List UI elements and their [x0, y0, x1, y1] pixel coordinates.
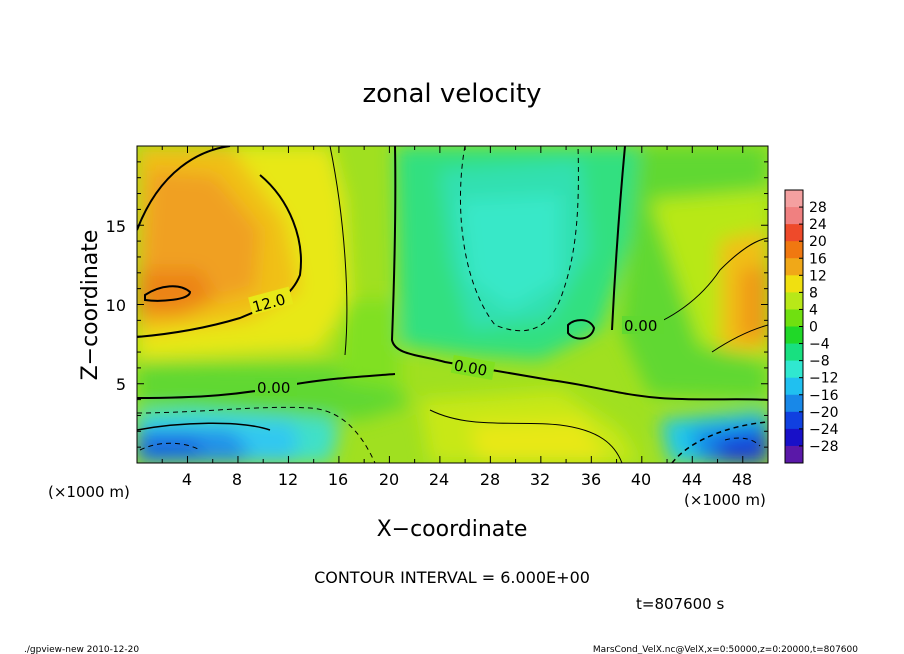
x-tick-label: 40 [631, 470, 651, 489]
colorbar-segment [785, 207, 803, 225]
colorbar-label: 16 [809, 251, 827, 267]
footer-left: ./gpview-new 2010-12-20 [24, 645, 139, 654]
x-tick-label: 20 [379, 470, 399, 489]
contour-label-0-left: 0.00 [257, 379, 290, 397]
colorbar-label: −4 [809, 337, 830, 353]
x-tick-label: 48 [732, 470, 752, 489]
y-tick-labels: 5 10 15 [106, 217, 126, 394]
x-axis-label: X−coordinate [377, 517, 528, 542]
x-tick-label: 12 [278, 470, 298, 489]
colorbar-segment [785, 360, 803, 379]
x-tick-labels: 4 8 12 16 20 24 28 32 36 40 44 48 [182, 470, 752, 489]
y-tick-label: 15 [106, 217, 126, 236]
colorbar-segment [785, 343, 803, 362]
contour-label-0-center: 0.00 [453, 356, 489, 380]
colorbar [784, 189, 804, 464]
colorbar-segment [785, 224, 803, 242]
colorbar-segment [785, 445, 803, 464]
colorbar-segment [785, 190, 803, 208]
x-tick-label: 44 [682, 470, 702, 489]
colorbar-label: 24 [809, 217, 827, 233]
chart-title: zonal velocity [362, 79, 541, 109]
x-unit-label: (×1000 m) [684, 491, 766, 509]
colorbar-label: −20 [809, 405, 839, 421]
x-tick-label: 28 [480, 470, 500, 489]
colorbar-label: 4 [809, 302, 818, 318]
x-tick-label: 32 [530, 470, 550, 489]
colorbar-segment [785, 326, 803, 345]
colorbar-segment [785, 275, 803, 293]
y-tick-label: 10 [106, 296, 126, 315]
colorbar-label: 20 [809, 234, 827, 250]
colorbar-label: −28 [809, 439, 839, 455]
contour-interval-note: CONTOUR INTERVAL = 6.000E+00 [314, 568, 590, 587]
color-field [137, 146, 768, 463]
y-axis-label: Z−coordinate [78, 230, 103, 381]
x-tick-marks [161, 146, 744, 463]
colorbar-segment [785, 377, 803, 396]
colorbar-label: 8 [809, 285, 818, 301]
colorbar-label: −12 [809, 371, 839, 387]
colorbar-segment [785, 292, 803, 310]
colorbar-segment [785, 258, 803, 276]
x-tick-label: 24 [429, 470, 449, 489]
footer-right: MarsCond_VelX.nc@VelX,x=0:50000,z=0:2000… [593, 645, 858, 654]
time-label: t=807600 s [636, 595, 724, 613]
colorbar-segment [785, 241, 803, 259]
colorbar-segment [785, 428, 803, 447]
contour-label-group: 12.0 0.00 0.00 0.00 [248, 286, 664, 397]
colorbar-label: 0 [809, 320, 818, 336]
colorbar-label: −16 [809, 388, 839, 404]
colorbar-segment [785, 309, 803, 327]
plot-area: 12.0 0.00 0.00 0.00 [137, 146, 768, 463]
colorbar-label: −24 [809, 422, 839, 438]
colorbar-segment [785, 411, 803, 430]
x-tick-label: 36 [581, 470, 601, 489]
y-unit-label: (×1000 m) [48, 483, 130, 501]
y-tick-label: 5 [116, 375, 126, 394]
y-tick-marks [137, 161, 768, 448]
colorbar-label: 12 [809, 268, 827, 284]
contour-label-0-right: 0.00 [624, 317, 657, 335]
x-tick-label: 16 [328, 470, 348, 489]
colorbar-segment [785, 394, 803, 413]
x-tick-label: 4 [182, 470, 192, 489]
colorbar-label: 28 [809, 200, 827, 216]
x-tick-label: 8 [232, 470, 242, 489]
colorbar-label: −8 [809, 354, 830, 370]
